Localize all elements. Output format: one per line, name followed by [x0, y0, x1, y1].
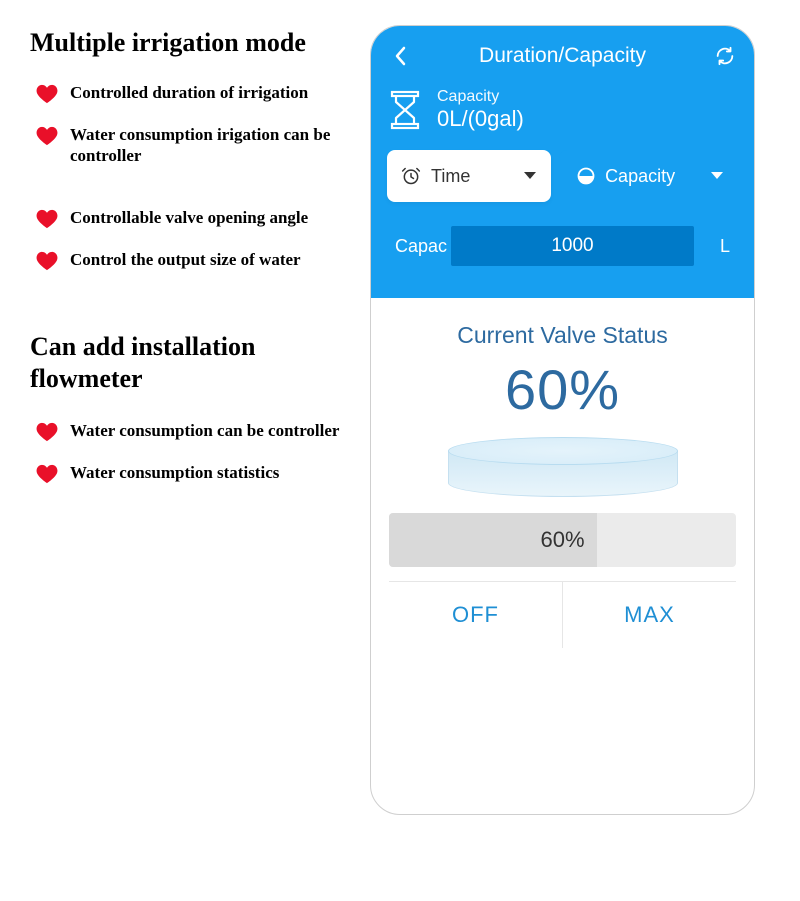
bullet-text: Water consumption irigation can be contr… [70, 124, 360, 167]
valve-gauge: 60% [423, 357, 703, 497]
chevron-left-icon [394, 46, 406, 66]
mode-tabs: Time Capacity [387, 150, 738, 212]
bullet-item: Controlled duration of irrigation [30, 82, 360, 104]
bullet-item: Water consumption irigation can be contr… [30, 124, 360, 167]
heart-icon [36, 422, 58, 442]
bullet-text: Water consumption can be controller [70, 420, 339, 441]
alarm-icon [401, 166, 421, 186]
page-title: Duration/Capacity [413, 44, 712, 68]
heart-icon [36, 209, 58, 229]
back-button[interactable] [387, 46, 413, 66]
capacity-label: Capacity [437, 88, 524, 106]
bullet-list-2: Water consumption can be controller Wate… [30, 420, 360, 484]
half-circle-icon [577, 167, 595, 185]
phone-frame: Duration/Capacity Capacity 0L/(0gal) [370, 25, 755, 815]
capacity-summary: Capacity 0L/(0gal) [387, 88, 738, 132]
valve-slider-text: 60% [540, 527, 584, 553]
chevron-down-icon [523, 171, 537, 181]
header-row: Duration/Capacity [387, 44, 738, 68]
heading-flowmeter: Can add installation flowmeter [30, 331, 360, 396]
heart-icon [36, 251, 58, 271]
capacity-input-label: Capac [387, 236, 451, 257]
app-header: Duration/Capacity Capacity 0L/(0gal) [371, 26, 754, 298]
max-button[interactable]: MAX [562, 582, 736, 648]
hourglass-icon [387, 90, 423, 130]
capacity-text: Capacity 0L/(0gal) [437, 88, 524, 132]
gauge-cylinder [448, 437, 678, 497]
valve-button-row: OFF MAX [389, 581, 736, 648]
valve-percent: 60% [423, 357, 703, 422]
heart-icon [36, 464, 58, 484]
bullet-list-1b: Controllable valve opening angle Control… [30, 207, 360, 271]
bullet-list-1: Controlled duration of irrigation Water … [30, 82, 360, 167]
bullet-item: Controllable valve opening angle [30, 207, 360, 229]
bullet-text: Controlled duration of irrigation [70, 82, 308, 103]
bullet-text: Controllable valve opening angle [70, 207, 308, 228]
phone-mockup-container: Duration/Capacity Capacity 0L/(0gal) [370, 0, 780, 901]
tab-time[interactable]: Time [387, 150, 551, 202]
off-button[interactable]: OFF [389, 582, 562, 648]
tab-time-label: Time [431, 166, 470, 187]
heading-irrigation-mode: Multiple irrigation mode [30, 28, 360, 58]
bullet-item: Water consumption statistics [30, 462, 360, 484]
valve-status-panel: Current Valve Status 60% 60% OFF MAX [371, 298, 754, 648]
capacity-input-row: Capac 1000 L [387, 212, 738, 282]
bullet-text: Water consumption statistics [70, 462, 279, 483]
heart-icon [36, 126, 58, 146]
capacity-input-unit: L [694, 236, 738, 257]
tab-capacity[interactable]: Capacity [559, 150, 738, 202]
heart-icon [36, 84, 58, 104]
valve-slider[interactable]: 60% [389, 513, 736, 567]
refresh-button[interactable] [712, 45, 738, 67]
tab-capacity-label: Capacity [605, 166, 675, 187]
bullet-item: Water consumption can be controller [30, 420, 360, 442]
bullet-item: Control the output size of water [30, 249, 360, 271]
valve-status-title: Current Valve Status [457, 322, 668, 349]
info-left-column: Multiple irrigation mode Controlled dura… [0, 0, 370, 901]
chevron-down-icon [710, 171, 724, 181]
capacity-input[interactable]: 1000 [451, 226, 694, 266]
refresh-icon [714, 45, 736, 67]
capacity-value: 0L/(0gal) [437, 106, 524, 132]
bullet-text: Control the output size of water [70, 249, 301, 270]
